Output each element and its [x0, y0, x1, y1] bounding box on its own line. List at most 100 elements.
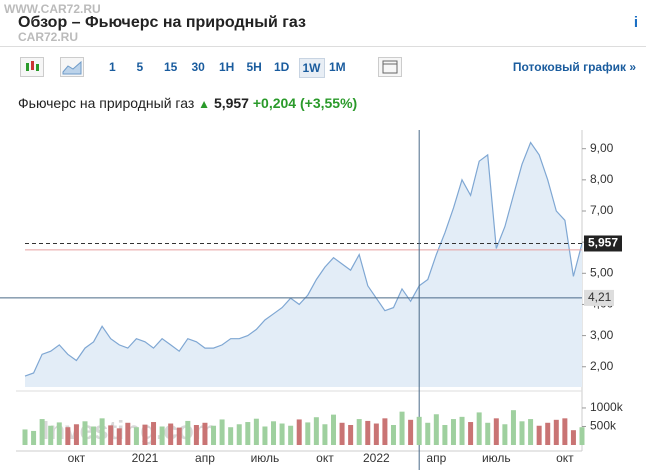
- volume-bar: [253, 418, 259, 445]
- quote-change-pct: (+3,55%): [299, 95, 358, 111]
- volume-bar: [553, 419, 559, 445]
- x-tick-label: окт: [68, 451, 86, 465]
- crosshair-box: [584, 289, 614, 306]
- interval-button[interactable]: 1M: [329, 60, 346, 74]
- volume-bar: [185, 420, 191, 445]
- quote-change: +0,204: [252, 95, 297, 111]
- volume-bar: [99, 418, 105, 445]
- volume-bar: [442, 425, 448, 445]
- volume-bar: [519, 421, 525, 445]
- volume-bar: [116, 428, 122, 445]
- volume-bar: [236, 424, 242, 445]
- volume-bar: [305, 422, 311, 445]
- y-tick-label: 9,00: [590, 141, 614, 155]
- volume-bar: [356, 419, 362, 445]
- quote: Фьючерс на природный газ ▲ 5,957 +0,204 …: [18, 95, 357, 111]
- volume-bar: [450, 419, 456, 445]
- y-tick-label: 8,00: [590, 172, 614, 186]
- last-price-label: 5,957: [588, 236, 618, 250]
- separator: [0, 46, 646, 47]
- crosshair-label: 4,21: [588, 290, 612, 304]
- volume-bar: [108, 425, 114, 445]
- volume-bar: [73, 424, 79, 445]
- interval-button[interactable]: 1D: [274, 60, 290, 74]
- volume-bar: [485, 422, 491, 445]
- icon: [26, 61, 39, 71]
- icon: [62, 60, 82, 75]
- volume-bar: [510, 410, 516, 445]
- info-button[interactable]: i: [633, 14, 638, 31]
- volume-bar: [570, 430, 576, 445]
- x-tick-label: апр: [426, 451, 446, 465]
- volume-bar: [399, 411, 405, 445]
- volume-bar: [31, 430, 37, 445]
- interval-button[interactable]: 1W: [298, 58, 325, 78]
- interval-button[interactable]: 5H: [246, 60, 262, 74]
- volume-bar: [493, 418, 499, 445]
- volume-bar: [562, 418, 568, 445]
- candles-button[interactable]: [20, 57, 44, 77]
- x-tick-label: окт: [556, 451, 574, 465]
- x-tick-label: окт: [316, 451, 334, 465]
- volume-bar: [545, 422, 551, 445]
- interval-button[interactable]: 1: [109, 60, 116, 74]
- volume-bar: [151, 422, 157, 445]
- volume-bar: [330, 414, 336, 445]
- watermark: WWW.CAR72.RU: [4, 2, 101, 16]
- volume-bar: [125, 422, 131, 445]
- y-tick-label: 3,00: [590, 328, 614, 342]
- volume-bar: [468, 422, 474, 445]
- up-arrow: ▲: [198, 97, 211, 111]
- streaming-link[interactable]: Потоковый график »: [512, 60, 636, 74]
- volume-bar: [373, 423, 379, 445]
- interval-button[interactable]: 30: [191, 60, 205, 74]
- interval-button[interactable]: 15: [164, 60, 178, 74]
- volume-bar: [390, 425, 396, 445]
- volume-bar: [476, 412, 482, 445]
- quote-name: Фьючерс на природный газ: [18, 95, 195, 111]
- volume-bar: [159, 426, 165, 445]
- settings-button[interactable]: [378, 57, 402, 77]
- volume-bar: [271, 421, 277, 445]
- x-tick-label: июль: [482, 451, 511, 465]
- volume-bar: [91, 426, 97, 445]
- volume-bar: [193, 425, 199, 445]
- volume-bar: [228, 427, 234, 445]
- icon: [382, 60, 398, 74]
- x-tick-label: 2022: [363, 451, 390, 465]
- volume-bar: [56, 422, 62, 445]
- line: [24, 141, 583, 377]
- volume-bar: [65, 427, 71, 445]
- interval-button[interactable]: 5: [136, 60, 144, 74]
- volume-bar: [313, 417, 319, 445]
- last-price-box: [584, 235, 622, 252]
- volume-bar: [528, 419, 534, 445]
- quote-price: 5,957: [213, 95, 249, 111]
- volume-bar: [211, 425, 217, 445]
- volume-bar: [322, 424, 328, 445]
- volume-bar: [202, 422, 208, 445]
- x-tick-label: июль: [251, 451, 280, 465]
- y-tick-label: 5,00: [590, 265, 614, 279]
- volume-bar: [288, 425, 294, 445]
- y-tick-label: 2,00: [590, 359, 614, 373]
- volume-bar: [459, 416, 465, 445]
- volume-bar: [168, 423, 174, 445]
- volume-bar: [262, 426, 268, 445]
- volume-bar: [433, 414, 439, 445]
- volume-bar: [348, 425, 354, 445]
- volume-bar: [279, 423, 285, 445]
- toolbar: Потоковый график » 1 5 15 30 1H 5H 1D 1W 1M: [18, 56, 638, 78]
- volume-bar: [219, 419, 225, 445]
- volume-bar: [425, 422, 431, 445]
- volume-bar: [408, 419, 414, 445]
- volume-bar: [176, 427, 182, 445]
- volume-bar: [22, 429, 28, 445]
- interval-button[interactable]: 1H: [219, 60, 235, 74]
- area: [25, 142, 582, 387]
- x-tick-label: 2021: [132, 451, 159, 465]
- volume-bar: [365, 420, 371, 445]
- area-button[interactable]: [60, 57, 84, 77]
